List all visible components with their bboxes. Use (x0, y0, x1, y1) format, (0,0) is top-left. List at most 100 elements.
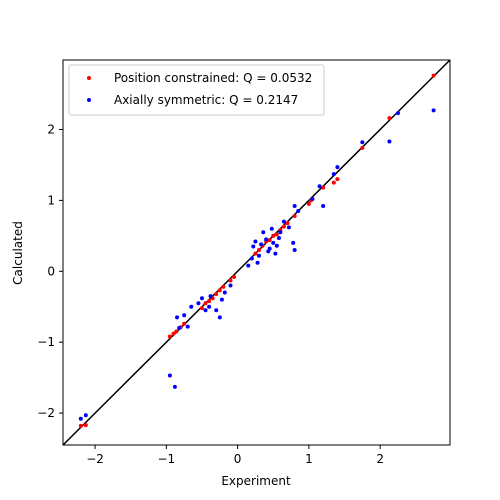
data-point (199, 306, 204, 311)
data-point (267, 238, 272, 243)
y-axis-label: Calculated (11, 221, 25, 285)
data-point (189, 304, 194, 309)
data-point (249, 256, 254, 261)
data-point (232, 274, 237, 279)
data-point (182, 321, 187, 326)
series-0 (78, 73, 436, 428)
data-point (208, 294, 213, 299)
data-point (360, 145, 365, 150)
data-point (281, 219, 286, 224)
legend-label-axially-symmetric: Axially symmetric: Q = 0.2147 (114, 93, 298, 107)
legend-box (68, 64, 325, 116)
data-point (253, 239, 258, 244)
plot-frame (62, 59, 451, 446)
data-point (167, 373, 172, 378)
y-tick-label: −1 (37, 335, 55, 349)
data-point (217, 315, 222, 320)
data-point (78, 423, 83, 428)
data-point (185, 324, 190, 329)
data-point (222, 290, 227, 295)
data-point (78, 416, 83, 421)
data-point (331, 180, 336, 185)
data-point (221, 284, 226, 289)
x-tick-label: 0 (234, 452, 242, 466)
data-point (292, 248, 297, 253)
data-point (83, 423, 88, 428)
data-point (310, 196, 315, 201)
data-point (273, 251, 278, 256)
data-point (175, 315, 180, 320)
data-point (228, 278, 233, 283)
data-point (177, 326, 182, 331)
data-point (271, 233, 276, 238)
y-axis: −2 −1 0 1 2 (37, 122, 63, 420)
data-point (395, 111, 400, 116)
data-point (335, 177, 340, 182)
data-point (274, 243, 279, 248)
data-point (271, 240, 276, 245)
legend-marker-position-constrained (87, 76, 91, 80)
x-tick-label: 2 (376, 452, 384, 466)
data-point (360, 140, 365, 145)
data-point (196, 301, 201, 306)
data-point (278, 230, 283, 235)
data-point (256, 253, 261, 258)
data-point (431, 73, 436, 78)
y-tick-label: 0 (47, 264, 55, 278)
data-point (321, 185, 326, 190)
data-point (255, 260, 260, 265)
data-point (431, 108, 436, 113)
data-point (174, 329, 179, 334)
data-point (203, 308, 208, 313)
data-point (267, 246, 272, 251)
data-point (286, 225, 291, 230)
data-point (207, 299, 212, 304)
data-point (276, 235, 281, 240)
data-point (274, 232, 279, 237)
series-1 (78, 108, 436, 421)
data-point (256, 248, 261, 253)
data-point (387, 139, 392, 144)
y-tick-label: 2 (47, 122, 55, 136)
data-point (253, 251, 258, 256)
data-point (259, 242, 264, 247)
data-point (203, 301, 208, 306)
data-point (306, 201, 311, 206)
legend-label-position-constrained: Position constrained: Q = 0.0532 (114, 71, 312, 85)
x-axis-label: Experiment (221, 474, 291, 488)
data-point (321, 204, 326, 209)
data-point (296, 209, 301, 214)
legend-marker-axially-symmetric (87, 98, 91, 102)
data-point (292, 213, 297, 218)
x-tick-label: −2 (86, 452, 104, 466)
legend: Position constrained: Q = 0.0532 Axially… (68, 64, 325, 116)
data-point (214, 291, 219, 296)
x-tick-label: 1 (305, 452, 313, 466)
y-tick-label: 1 (47, 193, 55, 207)
data-point (199, 296, 204, 301)
data-point (387, 116, 392, 121)
x-axis: −2 −1 0 1 2 (86, 445, 384, 466)
data-point (251, 244, 256, 249)
data-point (167, 334, 172, 339)
data-point (335, 165, 340, 170)
x-tick-label: −1 (157, 452, 175, 466)
data-point (261, 230, 266, 235)
data-point (292, 204, 297, 209)
plot-area (62, 59, 451, 446)
data-point (217, 288, 222, 293)
data-point (207, 304, 212, 309)
data-point (246, 263, 251, 268)
data-point (264, 237, 269, 242)
data-point (291, 240, 296, 245)
data-point (182, 313, 187, 318)
data-point (214, 308, 219, 313)
data-point (228, 283, 233, 288)
data-point (281, 224, 286, 229)
data-point (219, 297, 224, 302)
data-point (331, 172, 336, 177)
y-tick-label: −2 (37, 406, 55, 420)
data-point (83, 413, 88, 418)
data-point (171, 331, 176, 336)
